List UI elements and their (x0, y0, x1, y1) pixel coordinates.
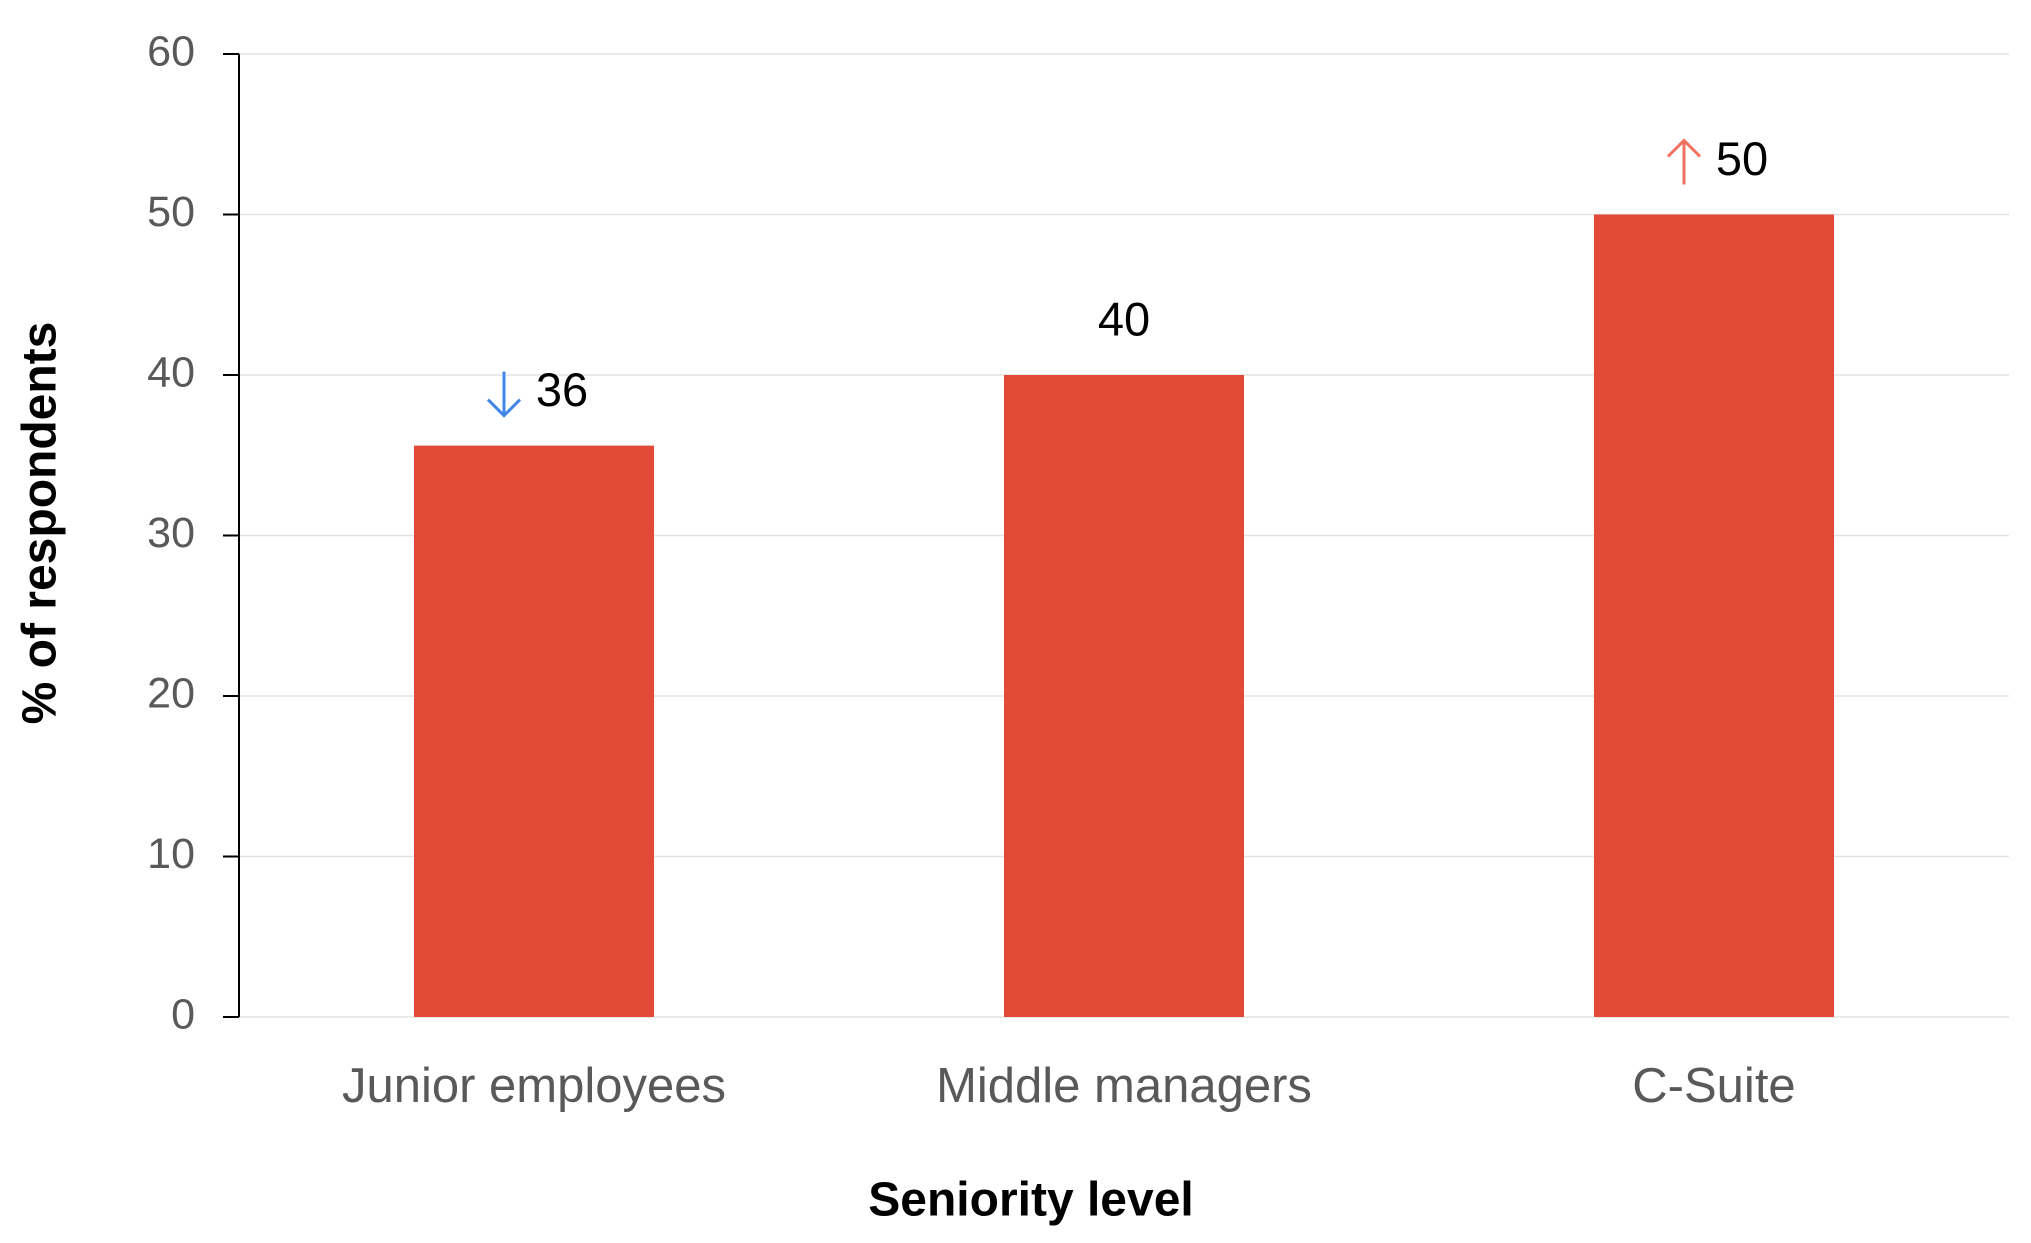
y-tick-label: 10 (147, 830, 195, 878)
x-tick-label: Middle managers (936, 1059, 1312, 1113)
x-tick-label: Junior employees (342, 1059, 726, 1113)
data-label: 50 (1716, 132, 1768, 185)
trend-arrow (486, 371, 522, 418)
y-tick-label: 20 (147, 669, 195, 717)
y-tick-label: 50 (147, 188, 195, 236)
bar (414, 445, 654, 1017)
x-axis-title: Seniority level (868, 1174, 1193, 1227)
trend-arrow (1666, 138, 1702, 185)
y-tick-label: 40 (147, 348, 195, 396)
x-tick-label: C-Suite (1632, 1059, 1795, 1113)
data-label: 36 (536, 363, 588, 416)
bar (1594, 214, 1834, 1017)
bar (1004, 375, 1244, 1017)
y-axis-title: % of respondents (14, 322, 67, 725)
y-tick-label: 30 (147, 509, 195, 557)
y-tick-label: 0 (171, 990, 195, 1038)
data-label: 40 (1098, 292, 1150, 345)
y-tick-label: 60 (147, 27, 195, 75)
